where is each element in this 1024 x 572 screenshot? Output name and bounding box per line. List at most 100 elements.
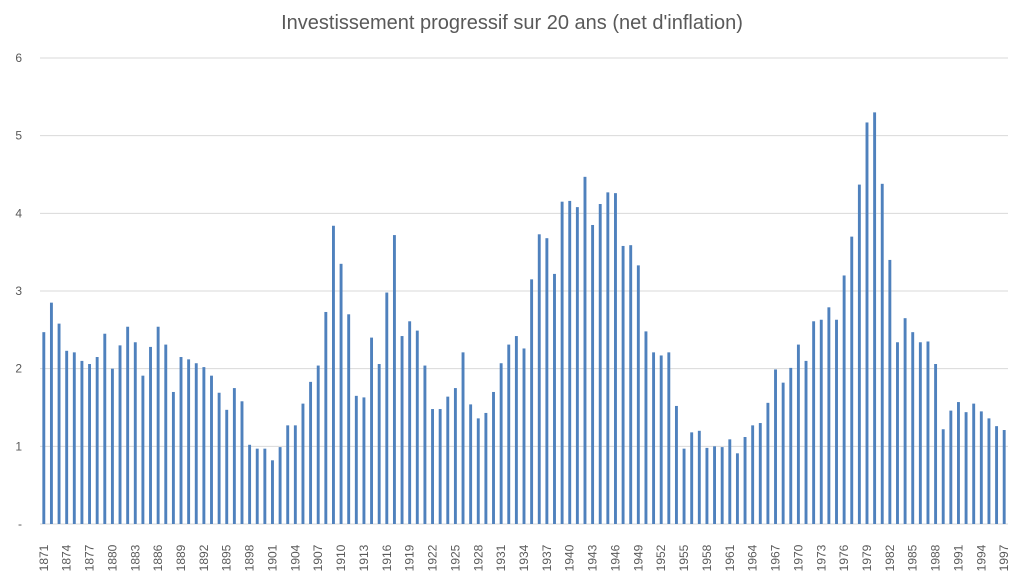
bar-1990 xyxy=(949,410,953,524)
x-tick-label: 1961 xyxy=(723,544,737,571)
bar-1879 xyxy=(103,333,107,524)
bar-1903 xyxy=(286,425,290,524)
bar-1878 xyxy=(95,357,99,524)
x-tick-label: 1922 xyxy=(426,544,440,571)
x-tick-label: 1955 xyxy=(677,544,691,571)
bar-1981 xyxy=(880,183,884,524)
x-tick-label: 1883 xyxy=(128,544,142,571)
x-tick-label: 1877 xyxy=(83,544,97,571)
bar-1888 xyxy=(171,391,175,524)
bar-1963 xyxy=(743,437,747,524)
bar-1893 xyxy=(210,375,213,524)
x-tick-label: 1976 xyxy=(837,544,851,571)
bar-1926 xyxy=(461,352,465,524)
x-tick-label: 1997 xyxy=(997,544,1011,571)
bar-1871 xyxy=(42,332,46,524)
bar-1974 xyxy=(827,307,831,524)
x-tick-label: 1946 xyxy=(608,544,622,571)
bar-1958 xyxy=(705,447,709,524)
bar-1942 xyxy=(583,176,587,524)
bar-1933 xyxy=(514,336,518,524)
bar-1985 xyxy=(911,332,915,524)
x-tick-label: 1973 xyxy=(814,544,828,571)
bar-1889 xyxy=(179,357,183,524)
x-tick-label: 1916 xyxy=(380,544,394,571)
bar-1922 xyxy=(431,409,434,524)
bar-1918 xyxy=(400,336,404,524)
y-tick-label: 3 xyxy=(15,284,22,298)
bar-1948 xyxy=(629,245,633,524)
bar-1970 xyxy=(796,344,800,524)
x-tick-label: 1934 xyxy=(517,544,531,571)
x-tick-label: 1898 xyxy=(243,544,257,571)
bar-1956 xyxy=(690,432,694,524)
bar-1925 xyxy=(453,388,457,524)
bar-1877 xyxy=(88,364,91,524)
bar-1965 xyxy=(758,423,762,524)
bar-1902 xyxy=(278,447,282,524)
x-tick-label: 1892 xyxy=(197,544,211,571)
bar-1932 xyxy=(507,344,511,524)
bar-1937 xyxy=(545,238,549,524)
bar-1897 xyxy=(240,401,244,524)
bar-1939 xyxy=(560,201,564,524)
bar-1938 xyxy=(553,273,556,524)
bar-1901 xyxy=(271,460,274,524)
x-tick-label: 1985 xyxy=(906,544,920,571)
bar-1911 xyxy=(347,314,351,524)
x-tick-label: 1928 xyxy=(471,544,485,571)
bar-1959 xyxy=(713,446,716,524)
bar-1908 xyxy=(324,311,328,524)
bar-1986 xyxy=(918,342,922,524)
bar-1949 xyxy=(636,265,640,524)
bar-1907 xyxy=(316,365,320,524)
bar-1900 xyxy=(263,448,267,524)
bar-1899 xyxy=(255,448,259,524)
bar-1890 xyxy=(187,359,191,524)
bar-1913 xyxy=(362,397,366,524)
bar-1994 xyxy=(979,411,983,524)
bar-1904 xyxy=(293,425,297,524)
bar-1880 xyxy=(110,368,114,524)
x-tick-label: 1970 xyxy=(791,544,805,571)
x-tick-label: 1949 xyxy=(631,544,645,571)
bar-1895 xyxy=(225,409,229,524)
x-tick-label: 1943 xyxy=(586,544,600,571)
bar-1947 xyxy=(621,245,625,524)
bar-1973 xyxy=(819,319,823,524)
bar-1989 xyxy=(941,429,945,524)
x-tick-label: 1913 xyxy=(357,544,371,571)
bar-1945 xyxy=(606,192,610,525)
bar-1943 xyxy=(591,224,595,525)
bar-1883 xyxy=(133,342,137,524)
bar-1921 xyxy=(423,365,427,524)
y-tick-label: 1 xyxy=(15,439,22,453)
bar-1987 xyxy=(926,341,930,524)
x-tick-label: 1958 xyxy=(700,544,714,571)
bar-1991 xyxy=(957,402,960,524)
bar-1983 xyxy=(896,342,899,524)
x-tick-label: 1895 xyxy=(220,544,234,571)
bar-1962 xyxy=(735,453,739,524)
bar-1952 xyxy=(659,355,663,524)
y-tick-label: 4 xyxy=(15,206,22,220)
bar-1944 xyxy=(598,204,602,524)
bar-1941 xyxy=(575,207,579,524)
bar-1980 xyxy=(873,112,877,525)
bar-1912 xyxy=(354,395,358,524)
bar-1961 xyxy=(728,439,732,524)
x-tick-label: 1994 xyxy=(974,544,988,571)
bar-1967 xyxy=(774,369,777,524)
bar-1930 xyxy=(492,391,495,524)
x-tick-label: 1880 xyxy=(105,544,119,571)
bar-1934 xyxy=(522,348,526,524)
bar-1884 xyxy=(141,375,145,524)
y-tick-label: 6 xyxy=(15,51,22,65)
bar-1976 xyxy=(842,275,846,524)
bar-1966 xyxy=(766,402,770,524)
bar-1984 xyxy=(903,318,907,524)
bar-1968 xyxy=(781,382,785,524)
bar-1957 xyxy=(697,430,701,524)
bar-1936 xyxy=(537,234,541,525)
